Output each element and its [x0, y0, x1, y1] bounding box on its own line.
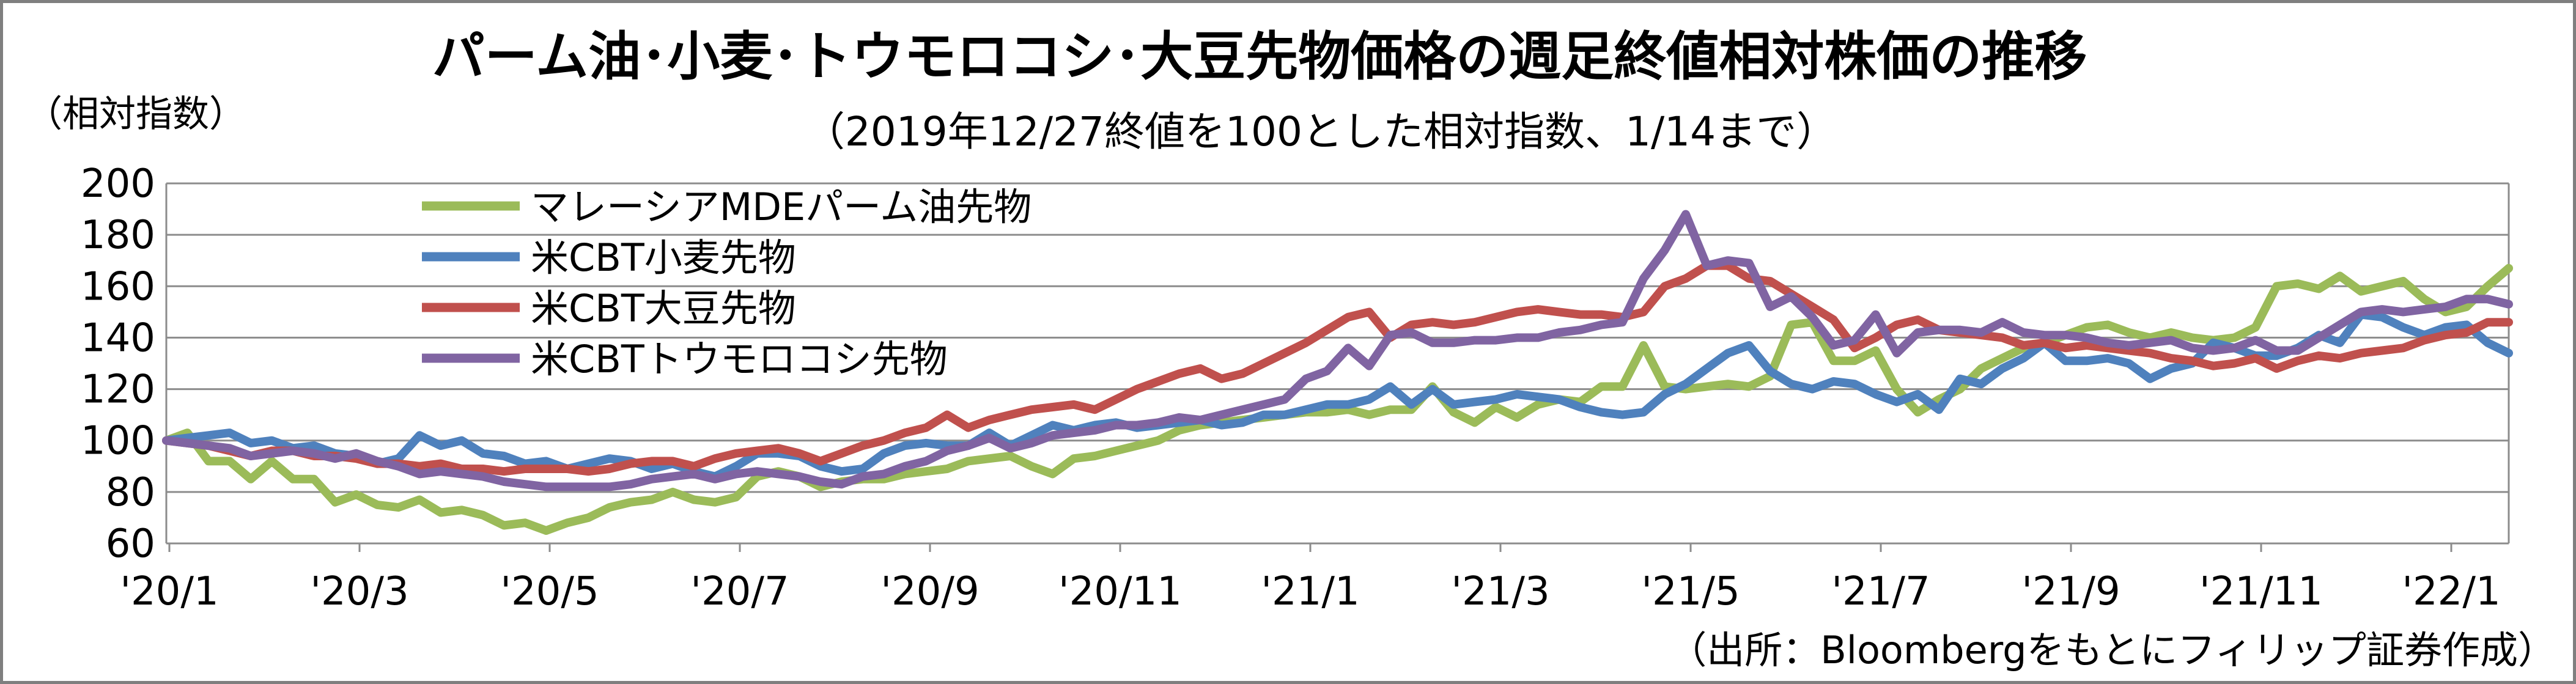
x-tick-label: '21/5	[1641, 569, 1740, 614]
y-tick-label: 100	[81, 419, 155, 464]
x-tick-label: '21/9	[2021, 569, 2120, 614]
y-tick-label: 120	[81, 367, 155, 413]
y-tick-label: 180	[81, 213, 155, 258]
legend-label: 米CBTトウモロコシ先物	[531, 337, 948, 381]
source-note: （出所：Bloombergをもとにフィリップ証券作成）	[1669, 628, 2556, 672]
x-tick-label: '21/7	[1831, 569, 1930, 614]
axes: 60 80 100 120 140 160 180 200 '20/1 '20/3 '20/5 '20…	[81, 161, 2510, 614]
x-tick-label: '21/11	[2199, 569, 2323, 614]
chart-title: パーム油･小麦･トウモロコシ･大豆先物価格の週足終値相対株価の推移	[432, 26, 2087, 87]
legend: マレーシアMDEパーム油先物米CBT小麦先物米CBT大豆先物米CBTトウモロコシ…	[422, 185, 1032, 381]
x-tick-label: '20/5	[500, 569, 599, 614]
y-tick-label: 160	[81, 264, 155, 309]
y-tick-label: 200	[81, 161, 155, 207]
legend-label: 米CBT大豆先物	[531, 286, 796, 331]
x-tick-label: '20/7	[690, 569, 789, 614]
x-tick-label: '22/1	[2402, 569, 2500, 614]
y-tick-label: 140	[81, 315, 155, 361]
legend-label: マレーシアMDEパーム油先物	[531, 185, 1032, 229]
chart-subtitle: （2019年12/27終値を100とした相対指数、1/14まで）	[805, 108, 1837, 155]
y-tick-label: 80	[106, 470, 155, 515]
x-tick-label: '21/1	[1261, 569, 1359, 614]
y-tick-label: 60	[106, 521, 155, 567]
series-line-4	[162, 210, 2513, 491]
series-line-3	[162, 261, 2513, 476]
x-tick-label: '21/3	[1451, 569, 1549, 614]
gridlines	[166, 182, 2509, 493]
series-line-1	[162, 263, 2513, 535]
x-tick-label: '20/3	[310, 569, 408, 614]
x-tick-label: '20/1	[120, 569, 218, 614]
legend-label: 米CBT小麦先物	[531, 235, 796, 280]
series-lines	[162, 210, 2513, 535]
x-tick-label: '20/11	[1058, 569, 1182, 614]
x-tick-label: '20/9	[880, 569, 979, 614]
y-axis-label: （相対指数）	[26, 93, 246, 136]
